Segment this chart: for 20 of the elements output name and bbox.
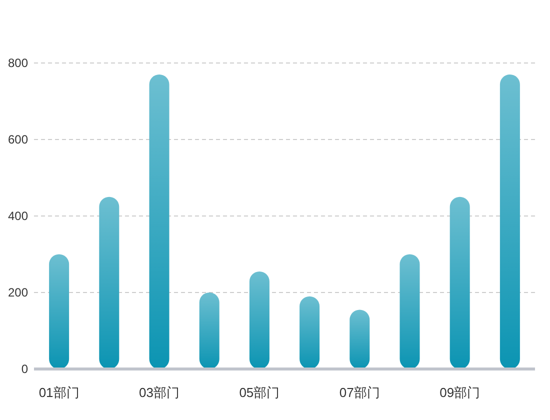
bar xyxy=(450,196,470,369)
bar xyxy=(99,196,120,369)
bar xyxy=(149,74,170,369)
bar xyxy=(400,254,420,369)
x-tick-label: 09部门 xyxy=(440,385,480,400)
y-tick-label: 200 xyxy=(8,286,28,300)
bar xyxy=(199,292,220,369)
y-tick-label: 400 xyxy=(8,209,28,223)
bar xyxy=(500,74,520,369)
bar xyxy=(49,254,70,369)
bar xyxy=(350,310,370,369)
x-tick-label: 07部门 xyxy=(339,385,380,400)
x-tick-label: 05部门 xyxy=(239,385,280,400)
y-tick-label: 0 xyxy=(21,362,28,376)
bar xyxy=(300,296,320,369)
y-tick-label: 600 xyxy=(8,132,28,146)
x-tick-label: 03部门 xyxy=(139,385,180,400)
x-tick-label: 01部门 xyxy=(38,385,80,400)
bar xyxy=(249,271,270,369)
y-tick-label: 800 xyxy=(8,56,28,70)
